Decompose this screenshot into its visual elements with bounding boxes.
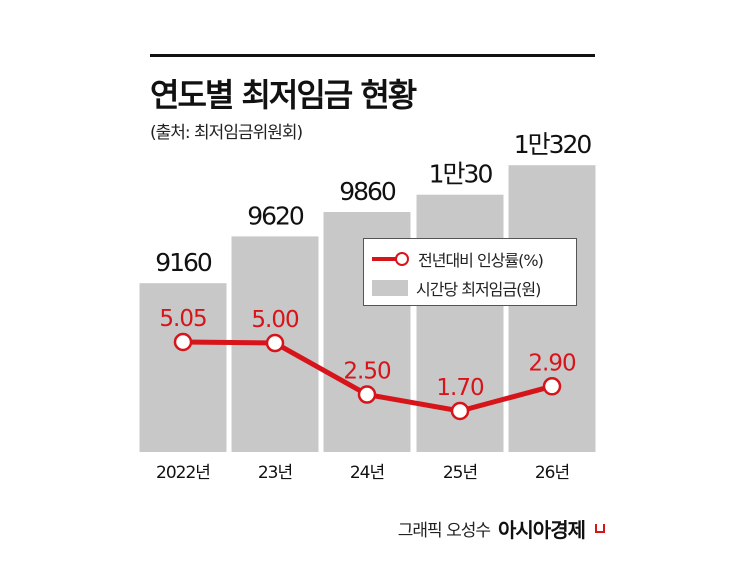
legend-label: 시간당 최저임금(원): [416, 280, 541, 299]
bar-value-label: 1만320: [514, 130, 592, 159]
rate-point: [450, 401, 470, 421]
credit: 그래픽 오성수 아시아경제: [398, 514, 605, 543]
x-tick-label: 2022년: [156, 463, 210, 483]
x-tick-label: 23년: [258, 463, 292, 483]
chart-title: 연도별 최저임금 현황: [150, 76, 417, 114]
legend-label: 전년대비 인상률(%): [418, 251, 544, 270]
bar: [139, 283, 227, 452]
x-tick-label: 26년: [535, 463, 569, 483]
legend-line-marker-icon: [372, 252, 409, 266]
bar-value-label: 9860: [339, 177, 396, 206]
top-rule: [150, 54, 595, 57]
bar-value-label: 1만30: [429, 160, 493, 189]
bar-value-label: 9160: [155, 248, 212, 277]
credit-author: 그래픽 오성수: [397, 521, 491, 541]
brand-logo: 아시아경제: [498, 518, 586, 542]
rate-value-label: 2.50: [343, 359, 391, 385]
legend-bar-swatch-icon: [372, 280, 408, 296]
rate-point: [357, 385, 377, 404]
bar: [508, 165, 596, 452]
x-tick-label: 24년: [350, 463, 384, 483]
rate-value-label: 2.90: [528, 350, 576, 376]
legend-item-rate: 전년대비 인상률(%): [372, 247, 544, 271]
brand-mark-icon: [595, 524, 605, 533]
bar-value-label: 9620: [247, 201, 304, 230]
rate-value-label: 5.05: [159, 306, 206, 332]
rate-point: [173, 332, 193, 352]
rate-value-label: 1.70: [436, 375, 484, 401]
legend: 전년대비 인상률(%) 시간당 최저임금(원): [363, 238, 577, 306]
legend-item-wage: 시간당 최저임금(원): [372, 276, 541, 300]
rate-point: [265, 333, 285, 353]
x-tick-label: 25년: [443, 463, 477, 483]
rate-point: [542, 377, 562, 396]
rate-value-label: 5.00: [251, 307, 299, 333]
chart-source: (출처: 최저임금위원회): [150, 123, 303, 143]
